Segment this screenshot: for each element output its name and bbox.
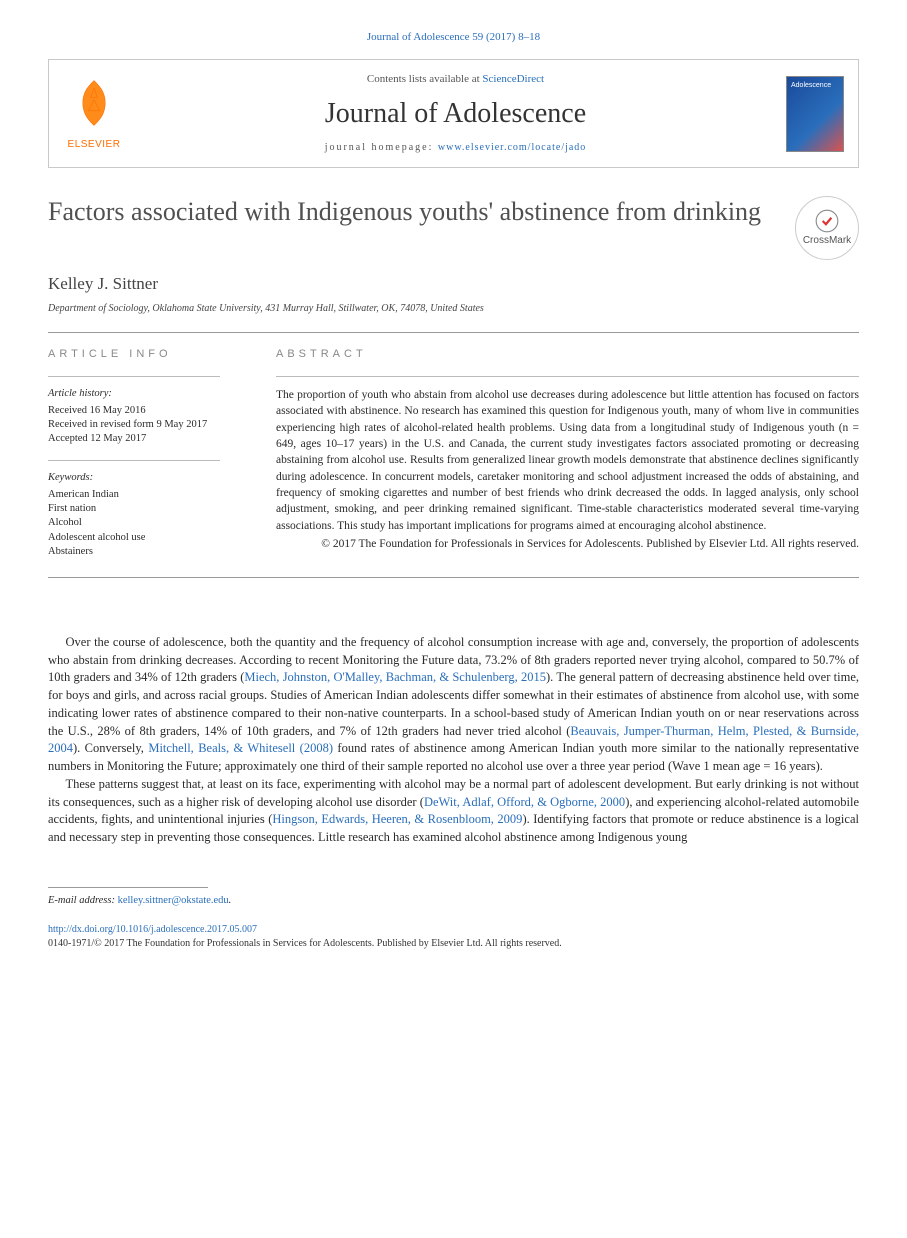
article-info-col: ARTICLE INFO Article history: Received 1… <box>48 347 248 559</box>
contents-prefix: Contents lists available at <box>367 73 482 85</box>
history-label: Article history: <box>48 387 220 402</box>
keyword: Adolescent alcohol use <box>48 531 220 545</box>
journal-name: Journal of Adolescence <box>135 94 776 133</box>
info-abstract-row: ARTICLE INFO Article history: Received 1… <box>48 347 859 559</box>
keyword: Alcohol <box>48 516 220 530</box>
author-affiliation: Department of Sociology, Oklahoma State … <box>48 302 859 316</box>
history-accepted: Accepted 12 May 2017 <box>48 432 220 446</box>
keyword: American Indian <box>48 488 220 502</box>
crossmark-badge[interactable]: CrossMark <box>795 196 859 260</box>
elsevier-tree-icon <box>66 75 122 131</box>
contents-line: Contents lists available at ScienceDirec… <box>135 72 776 87</box>
crossmark-icon <box>814 208 840 234</box>
bottom-copyright: 0140-1971/© 2017 The Foundation for Prof… <box>48 937 859 951</box>
citation-link[interactable]: Miech, Johnston, O'Malley, Bachman, & Sc… <box>244 670 546 684</box>
keyword: Abstainers <box>48 545 220 559</box>
homepage-line: journal homepage: www.elsevier.com/locat… <box>135 141 776 155</box>
abstract-text: The proportion of youth who abstain from… <box>276 387 859 534</box>
email-label: E-mail address: <box>48 895 118 906</box>
article-title: Factors associated with Indigenous youth… <box>48 196 795 229</box>
author-name: Kelley J. Sittner <box>48 272 859 296</box>
p1-text-c: ). Conversely, <box>73 741 148 755</box>
doi-link[interactable]: http://dx.doi.org/10.1016/j.adolescence.… <box>48 924 257 935</box>
info-divider-2 <box>48 460 220 461</box>
header-center: Contents lists available at ScienceDirec… <box>125 72 786 155</box>
divider <box>48 332 859 333</box>
cover-label: Adolescence <box>791 81 831 91</box>
homepage-prefix: journal homepage: <box>325 142 438 153</box>
sciencedirect-link[interactable]: ScienceDirect <box>482 73 544 85</box>
keyword: First nation <box>48 502 220 516</box>
citation-link[interactable]: DeWit, Adlaf, Offord, & Ogborne, 2000 <box>424 795 625 809</box>
keywords-label: Keywords: <box>48 471 220 486</box>
footer-separator <box>48 887 208 888</box>
abstract-col: ABSTRACT The proportion of youth who abs… <box>248 347 859 559</box>
page: Journal of Adolescence 59 (2017) 8–18 EL… <box>0 0 907 971</box>
title-row: Factors associated with Indigenous youth… <box>48 196 859 260</box>
email-link[interactable]: kelley.sittner@okstate.edu <box>118 895 229 906</box>
journal-header: ELSEVIER Contents lists available at Sci… <box>48 59 859 168</box>
paragraph-1: Over the course of adolescence, both the… <box>48 634 859 776</box>
paragraph-2: These patterns suggest that, at least on… <box>48 776 859 847</box>
citation-link[interactable]: Hingson, Edwards, Heeren, & Rosenbloom, … <box>272 812 522 826</box>
article-info-label: ARTICLE INFO <box>48 347 220 362</box>
publisher-logo: ELSEVIER <box>63 75 125 152</box>
body-text: Over the course of adolescence, both the… <box>48 634 859 847</box>
top-citation: Journal of Adolescence 59 (2017) 8–18 <box>48 30 859 45</box>
abstract-divider <box>276 376 859 377</box>
history-received: Received 16 May 2016 <box>48 404 220 418</box>
email-line: E-mail address: kelley.sittner@okstate.e… <box>48 894 859 909</box>
publisher-name: ELSEVIER <box>63 138 125 152</box>
crossmark-label: CrossMark <box>803 234 851 248</box>
homepage-link[interactable]: www.elsevier.com/locate/jado <box>438 142 586 153</box>
journal-cover-thumb: Adolescence <box>786 76 844 152</box>
doi-line: http://dx.doi.org/10.1016/j.adolescence.… <box>48 923 859 937</box>
keywords-block: Keywords: American Indian First nation A… <box>48 471 220 559</box>
divider-2 <box>48 577 859 578</box>
abstract-copyright: © 2017 The Foundation for Professionals … <box>276 536 859 552</box>
history-revised: Received in revised form 9 May 2017 <box>48 418 220 432</box>
info-divider <box>48 376 220 377</box>
citation-link[interactable]: Mitchell, Beals, & Whitesell (2008) <box>148 741 333 755</box>
abstract-label: ABSTRACT <box>276 347 859 362</box>
